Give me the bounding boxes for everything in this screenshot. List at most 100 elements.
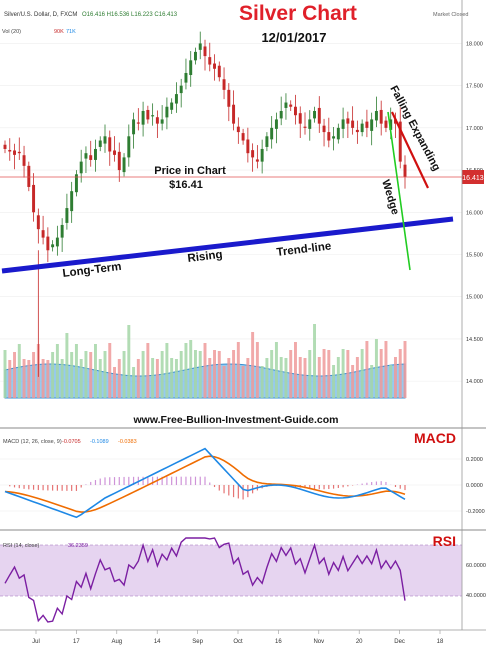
candle-body: [174, 94, 178, 104]
price-y-tick-label: 17.500: [466, 84, 483, 90]
volume-bar: [60, 359, 64, 398]
volume-bar: [146, 343, 150, 398]
volume-bar: [32, 352, 36, 398]
candle-body: [303, 126, 307, 128]
candle-body: [89, 155, 93, 160]
volume-bar: [398, 349, 402, 398]
volume-bar: [279, 357, 283, 398]
rising-label: Rising: [187, 249, 223, 265]
volume-bar: [151, 358, 155, 398]
volume-bar: [74, 344, 78, 398]
candle-body: [360, 123, 364, 133]
candle-body: [155, 117, 159, 124]
candle-body: [151, 115, 155, 117]
candle-body: [3, 144, 7, 149]
price-y-tick-label: 17.000: [466, 126, 483, 132]
price-y-tick-label: 15.000: [466, 295, 483, 301]
candle-body: [32, 184, 36, 213]
volume-bar: [3, 350, 7, 398]
volume-bar: [41, 359, 45, 398]
volume-bar: [184, 343, 188, 398]
candle-body: [351, 120, 355, 128]
candle-body: [51, 244, 55, 248]
volume-bar: [260, 366, 264, 398]
candle-body: [94, 148, 97, 160]
candle-body: [251, 150, 255, 158]
candle-body: [308, 119, 312, 129]
volume-bar: [141, 351, 145, 398]
candle-body: [17, 151, 21, 154]
volume-bar: [213, 350, 216, 398]
volume-bar: [355, 357, 359, 398]
volume-bar: [136, 359, 140, 398]
volume-bars: [3, 324, 407, 398]
candle-body: [270, 127, 274, 140]
volume-bar: [127, 325, 131, 398]
rsi-y-tick-label: 60.0000: [466, 563, 486, 569]
wedge-upper-line: [391, 111, 429, 189]
candle-body: [298, 113, 302, 124]
volume-bar: [222, 366, 226, 398]
macd-legend-v1: -0.0705: [62, 439, 81, 445]
candle-body: [203, 46, 207, 57]
candle-body: [122, 157, 126, 173]
rsi-title: RSI: [433, 533, 456, 549]
macd-grid: [0, 458, 462, 512]
volume-bar: [351, 365, 355, 398]
volume-bar: [227, 358, 231, 398]
volume-legend-v2: 71K: [66, 29, 76, 35]
candle-body: [232, 104, 236, 124]
volume-bar: [94, 344, 97, 398]
volume-bar: [8, 360, 12, 398]
candle-body: [22, 155, 26, 166]
x-tick-label: 16: [275, 639, 282, 645]
x-tick-label: Jul: [32, 639, 40, 645]
candle-body: [41, 230, 45, 238]
price-y-tick-label: 15.500: [466, 252, 483, 258]
rsi-y-tick-label: 40.0000: [466, 593, 486, 599]
volume-bar: [198, 351, 202, 398]
candle-body: [13, 150, 16, 155]
volume-bar: [17, 344, 21, 398]
volume-bar: [122, 351, 126, 398]
long-term-trendline: [1, 216, 454, 274]
symbol-line: Silver/U.S. Dollar, D, FXCM: [4, 12, 77, 18]
volume-bar: [160, 351, 164, 398]
wedge-lower-line: [387, 111, 411, 271]
volume-bar: [108, 343, 112, 398]
candle-body: [141, 110, 145, 125]
volume-bar: [113, 367, 116, 398]
x-tick-label: 17: [73, 639, 80, 645]
volume-bar: [132, 367, 136, 398]
volume-bar: [332, 365, 336, 398]
candle-body: [194, 51, 197, 61]
candle-body: [346, 118, 350, 124]
candle-body: [213, 63, 216, 69]
volume-bar: [327, 350, 331, 398]
volume-bar: [70, 352, 74, 398]
candle-body: [236, 126, 240, 133]
volume-bar: [370, 365, 374, 398]
candle-body: [294, 106, 297, 116]
candle-body: [227, 89, 231, 107]
candle-body: [60, 224, 64, 238]
price-y-tick-label: 14.000: [466, 379, 483, 385]
candle-body: [260, 148, 264, 162]
candle-body: [289, 104, 293, 107]
volume-bar: [203, 343, 207, 398]
volume-bar: [294, 342, 297, 398]
chart-title: Silver Chart: [239, 2, 357, 25]
candle-body: [208, 57, 212, 65]
candle-body: [146, 109, 150, 120]
candle-body: [55, 237, 59, 247]
volume-bar: [98, 359, 102, 398]
volume-bar: [270, 350, 274, 398]
volume-bar: [246, 358, 250, 398]
candle-body: [322, 125, 326, 133]
macd-histogram: [9, 476, 406, 500]
candle-body: [36, 215, 40, 230]
candle-body: [284, 102, 288, 108]
candle-body: [46, 236, 50, 251]
volume-bar: [117, 359, 121, 398]
